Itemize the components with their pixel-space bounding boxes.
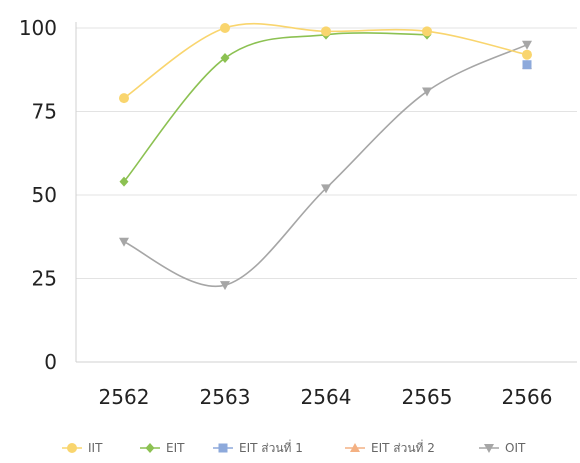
series-line-oit	[123, 43, 528, 288]
data-point	[220, 281, 230, 291]
legend-item: EIT ส่วนที่ 2	[345, 439, 435, 455]
legend-item: EIT ส่วนที่ 1	[213, 439, 303, 455]
series-lines	[123, 22, 528, 288]
y-tick-label: 100	[19, 16, 57, 40]
y-tick-label: 50	[32, 183, 57, 207]
axes	[75, 22, 577, 363]
legend-label: EIT ส่วนที่ 2	[371, 439, 435, 455]
x-tick-label: 2565	[402, 385, 453, 409]
data-point	[119, 176, 129, 187]
data-point	[422, 26, 432, 37]
data-point	[220, 23, 230, 33]
data-point	[522, 49, 532, 60]
y-tick-label: 75	[32, 100, 57, 124]
series-line-eit	[123, 32, 428, 183]
series-markers	[119, 23, 532, 291]
data-point	[522, 40, 532, 50]
legend-marker	[145, 443, 155, 453]
data-point	[321, 184, 331, 194]
y-tick-label: 0	[44, 350, 57, 374]
x-tick-labels: 2562 2563 2564 2565 2566	[99, 385, 553, 409]
legend-label: EIT ส่วนที่ 1	[239, 439, 303, 455]
data-point	[220, 53, 230, 64]
data-point	[119, 237, 129, 247]
y-tick-label: 25	[32, 267, 57, 291]
legend-label: IIT	[88, 441, 103, 455]
x-tick-label: 2566	[502, 385, 553, 409]
legend-item: OIT	[479, 441, 526, 455]
legend-marker	[218, 443, 228, 453]
data-point	[422, 87, 432, 97]
gridlines	[76, 27, 577, 279]
data-point	[321, 26, 331, 37]
legend-item: EIT	[140, 441, 185, 455]
data-point	[522, 60, 532, 70]
legend-marker	[350, 443, 360, 452]
legend-marker	[484, 444, 494, 453]
x-tick-label: 2562	[99, 385, 150, 409]
legend: IIT EIT EIT ส่วนที่ 1 EIT ส่วนที่ 2 OIT	[62, 439, 526, 455]
y-tick-labels: 0 25 50 75 100	[19, 16, 57, 374]
legend-marker	[67, 443, 77, 453]
data-point	[119, 93, 129, 104]
legend-label: EIT	[166, 441, 185, 455]
legend-item: IIT	[62, 441, 103, 455]
x-tick-label: 2564	[301, 385, 352, 409]
x-tick-label: 2563	[200, 385, 251, 409]
legend-label: OIT	[505, 441, 526, 455]
